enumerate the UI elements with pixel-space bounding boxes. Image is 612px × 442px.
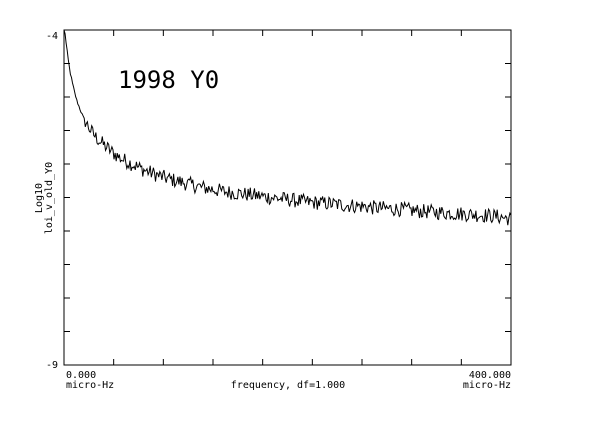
y-tick-label-top: -4 [46,31,58,42]
series-layer [63,29,512,226]
x-axis-label: frequency, df=1.000 [231,380,345,391]
y-axis-label-line-1: Log10 [34,183,45,213]
x-unit-left: micro-Hz [66,380,114,391]
x-unit-right: micro-Hz [463,380,511,391]
x-tick-label-start: 0.000 [66,370,96,381]
chart-title: 1998 Y0 [118,66,219,94]
series-line [63,29,512,226]
y-axis-label-line-2: loi_v_old_Y0 [44,162,55,234]
y-tick-label-bottom: -9 [46,360,58,371]
tick-marks [64,30,511,365]
x-tick-label-end: 400.000 [469,370,511,381]
